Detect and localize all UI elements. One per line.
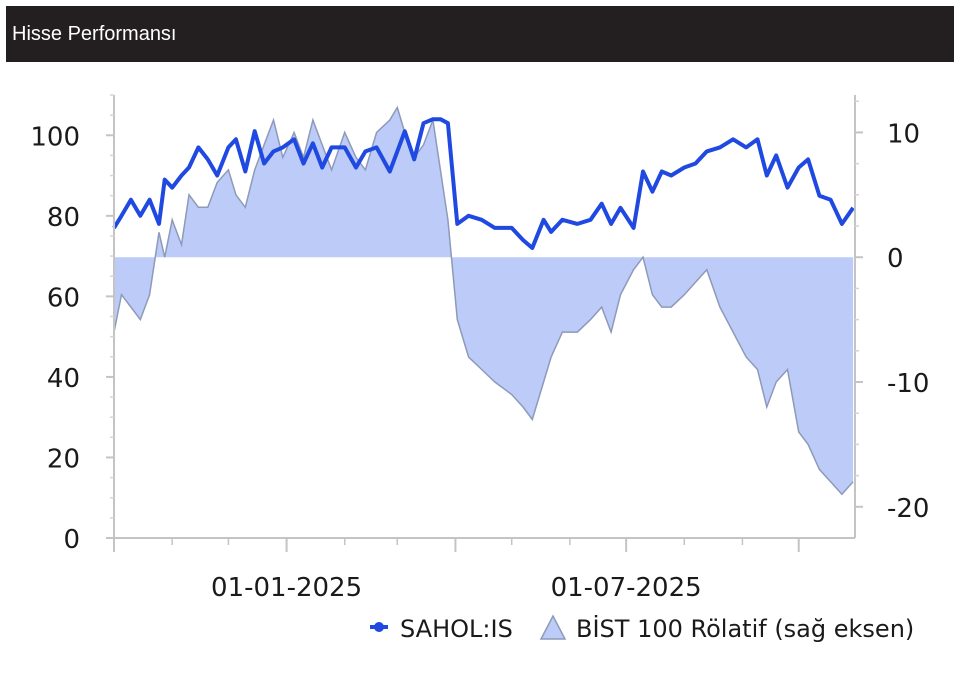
y-left-tick-label: 0	[63, 525, 80, 555]
header-bar: Hisse Performansı	[6, 6, 954, 62]
x-tick-label: 01-01-2025	[211, 573, 362, 603]
y-left-tick-label: 20	[47, 444, 80, 474]
y-left-tick-label: 60	[47, 283, 80, 313]
y-right-tick-label: -20	[887, 494, 929, 524]
legend-area-marker	[539, 614, 567, 640]
x-tick-label: 01-07-2025	[551, 573, 702, 603]
relative-area-layer	[113, 105, 854, 496]
relative-area-outline	[113, 105, 854, 496]
price-line	[112, 117, 855, 250]
page-title: Hisse Performansı	[12, 22, 177, 45]
y-right-tick-label: 10	[887, 119, 920, 149]
legend: SAHOL:IS BİST 100 Rölatif (sağ eksen)	[370, 614, 914, 643]
legend-line-dot	[374, 622, 384, 632]
axes-layer: 0 20 40 60 80 100 -20 -10 0 10 01-01-2025 01-07-202…	[30, 94, 929, 603]
y-left-tick-label: 80	[47, 203, 80, 233]
legend-label-price: SAHOL:IS	[400, 615, 513, 643]
y-right-tick-label: -10	[887, 369, 929, 399]
y-left-tick-label: 100	[30, 122, 80, 152]
y-right-tick-label: 0	[887, 244, 904, 274]
price-line-layer	[112, 117, 855, 250]
legend-label-relative: BİST 100 Rölatif (sağ eksen)	[576, 614, 914, 643]
y-left-tick-label: 40	[47, 364, 80, 394]
relative-area	[114, 107, 854, 495]
